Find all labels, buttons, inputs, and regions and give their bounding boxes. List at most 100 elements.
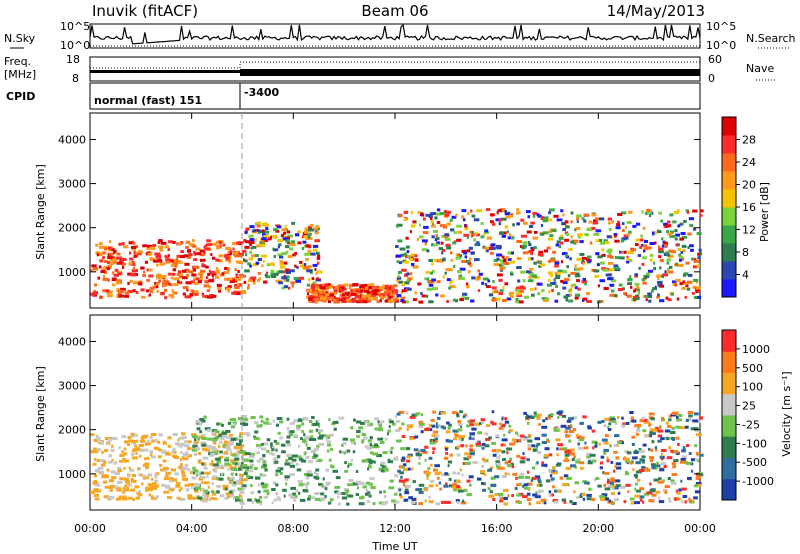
heatmap-cell bbox=[199, 430, 203, 434]
heatmap-cell bbox=[449, 453, 453, 457]
heatmap-cell bbox=[97, 276, 101, 280]
noise-right-tick-bottom: 10^0 bbox=[706, 39, 736, 52]
heatmap-cell bbox=[697, 252, 701, 256]
heatmap-cell bbox=[101, 268, 106, 272]
heatmap-cell bbox=[201, 443, 206, 447]
heatmap-cell bbox=[576, 217, 579, 221]
heatmap-cell bbox=[424, 499, 427, 503]
heatmap-cell bbox=[359, 286, 365, 290]
heatmap-cell bbox=[132, 498, 136, 501]
heatmap-cell bbox=[483, 459, 487, 463]
heatmap-cell bbox=[243, 472, 248, 475]
heatmap-cell bbox=[607, 478, 610, 482]
heatmap-cell bbox=[657, 439, 662, 443]
heatmap-cell bbox=[519, 434, 525, 438]
noise-left-tick-bottom: 10^0 bbox=[60, 39, 90, 52]
heatmap-cell bbox=[401, 465, 405, 469]
heatmap-cell bbox=[461, 260, 467, 263]
heatmap-cell bbox=[603, 239, 608, 243]
heatmap-cell bbox=[183, 254, 189, 258]
heatmap-cell bbox=[342, 441, 347, 445]
heatmap-cell bbox=[178, 436, 185, 440]
heatmap-cell bbox=[589, 453, 596, 457]
heatmap-cell bbox=[538, 250, 543, 254]
heatmap-cell bbox=[165, 485, 168, 489]
heatmap-cell bbox=[259, 502, 262, 506]
heatmap-cell bbox=[513, 439, 518, 443]
heatmap-cell bbox=[601, 438, 608, 442]
heatmap-cell bbox=[439, 259, 444, 263]
heatmap-cell bbox=[96, 251, 99, 254]
heatmap-cell bbox=[672, 220, 677, 224]
heatmap-cell bbox=[247, 465, 253, 469]
heatmap-cell bbox=[641, 417, 645, 421]
heatmap-cell bbox=[163, 490, 169, 494]
heatmap-cell bbox=[147, 483, 154, 487]
heatmap-cell bbox=[509, 214, 514, 218]
heatmap-cell bbox=[367, 467, 370, 471]
heatmap-cell bbox=[224, 496, 229, 500]
heatmap-cell bbox=[611, 484, 617, 488]
heatmap-cell bbox=[364, 445, 369, 449]
heatmap-cell bbox=[456, 485, 461, 488]
heatmap-cell bbox=[296, 427, 301, 431]
heatmap-cell bbox=[554, 489, 558, 493]
heatmap-cell bbox=[428, 484, 434, 488]
heatmap-cell bbox=[368, 286, 372, 289]
heatmap-cell bbox=[692, 265, 698, 269]
heatmap-cell bbox=[470, 251, 475, 255]
heatmap-cell bbox=[530, 252, 533, 256]
heatmap-cell bbox=[593, 219, 598, 223]
heatmap-cell bbox=[391, 499, 397, 503]
heatmap-cell bbox=[688, 452, 692, 455]
heatmap-cell bbox=[244, 269, 250, 273]
heatmap-cell bbox=[610, 460, 614, 464]
heatmap-cell bbox=[674, 497, 677, 501]
heatmap-cell bbox=[285, 268, 290, 272]
heatmap-cell bbox=[646, 208, 651, 212]
heatmap-cell bbox=[570, 220, 573, 224]
heatmap-cell bbox=[318, 442, 325, 446]
velocity-heatmap bbox=[90, 410, 704, 506]
heatmap-cell bbox=[624, 457, 630, 461]
heatmap-cell bbox=[657, 434, 662, 438]
heatmap-cell bbox=[594, 478, 597, 482]
heatmap-cell bbox=[161, 483, 166, 487]
heatmap-cell bbox=[398, 488, 401, 492]
heatmap-cell bbox=[511, 438, 516, 442]
heatmap-cell bbox=[344, 461, 347, 465]
heatmap-cell bbox=[189, 270, 194, 274]
heatmap-cell bbox=[581, 280, 588, 284]
heatmap-cell bbox=[165, 471, 172, 475]
heatmap-cell bbox=[225, 256, 230, 260]
heatmap-cell bbox=[334, 485, 341, 489]
heatmap-cell bbox=[139, 282, 143, 286]
heatmap-cell bbox=[295, 279, 301, 283]
heatmap-cell bbox=[188, 242, 194, 246]
heatmap-cell bbox=[228, 252, 232, 256]
heatmap-cell bbox=[529, 225, 534, 228]
heatmap-cell bbox=[400, 299, 405, 303]
heatmap-cell bbox=[418, 461, 421, 465]
heatmap-cell bbox=[415, 488, 420, 492]
heatmap-cell bbox=[453, 231, 458, 235]
colorbar-segment bbox=[722, 372, 736, 395]
heatmap-cell bbox=[453, 264, 456, 268]
heatmap-cell bbox=[510, 462, 514, 466]
heatmap-cell bbox=[277, 239, 284, 243]
heatmap-cell bbox=[147, 244, 153, 248]
heatmap-cell bbox=[696, 232, 702, 235]
heatmap-cell bbox=[182, 276, 188, 280]
heatmap-cell bbox=[599, 466, 603, 470]
heatmap-cell bbox=[331, 465, 335, 469]
heatmap-cell bbox=[279, 436, 283, 440]
heatmap-cell bbox=[135, 439, 139, 443]
heatmap-cell bbox=[506, 297, 512, 301]
heatmap-cell bbox=[273, 255, 276, 258]
heatmap-cell bbox=[682, 448, 687, 452]
heatmap-cell bbox=[650, 417, 655, 421]
heatmap-cell bbox=[648, 447, 651, 451]
heatmap-cell bbox=[308, 252, 312, 256]
heatmap-cell bbox=[160, 468, 164, 472]
heatmap-cell bbox=[679, 255, 683, 259]
